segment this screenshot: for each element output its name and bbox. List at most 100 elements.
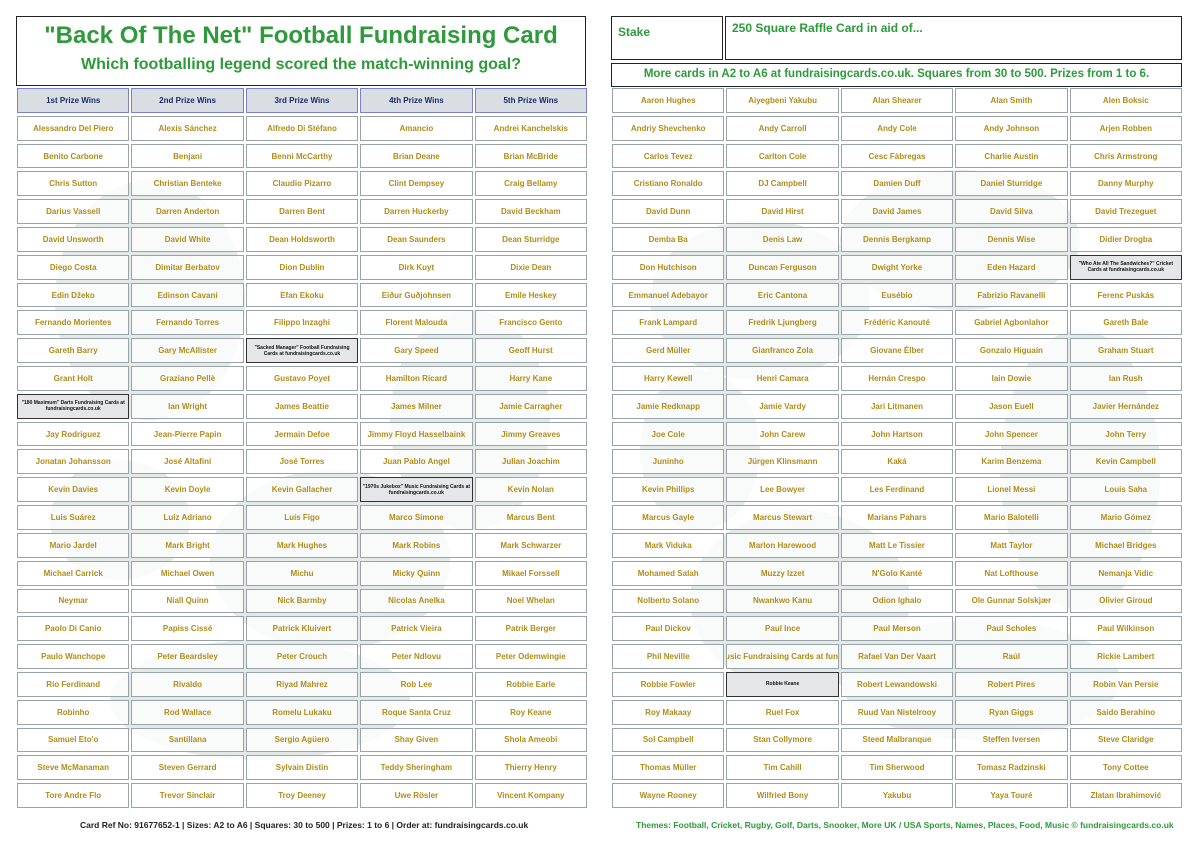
name-square[interactable]: Gary McAllister (131, 338, 244, 364)
name-square[interactable]: Vincent Kompany (474, 783, 587, 808)
name-square[interactable]: Benito Carbone (17, 143, 130, 169)
name-square[interactable]: Wilfried Bony (726, 783, 839, 808)
name-square[interactable]: Samuel Eto'o (17, 727, 130, 753)
name-square[interactable]: Jürgen Klinsmann (726, 449, 839, 475)
name-square[interactable]: Dean Holdsworth (245, 227, 359, 252)
name-square[interactable]: Javier Hernández (1069, 393, 1182, 419)
name-square[interactable]: N'Golo Kanté (840, 560, 954, 586)
name-square[interactable]: Luis Suárez (17, 505, 130, 530)
name-square[interactable]: Karim Benzema (955, 449, 1068, 475)
name-square[interactable]: James Milner (360, 393, 473, 419)
name-square[interactable]: David Beckham (474, 199, 587, 225)
name-square[interactable]: Paul Dickov (612, 616, 725, 642)
name-square[interactable]: Troy Deeney (245, 783, 359, 808)
name-square[interactable]: Niall Quinn (131, 588, 244, 614)
name-square[interactable]: Nicolas Anelka (360, 588, 473, 614)
name-square[interactable]: Eric Cantona (726, 282, 839, 308)
name-square[interactable]: Harry Kane (474, 366, 587, 391)
name-square[interactable]: Olivier Giroud (1069, 588, 1182, 614)
name-square[interactable]: Thierry Henry (474, 755, 587, 781)
name-square[interactable]: Dean Saunders (360, 227, 473, 252)
name-square[interactable]: Paul Ince (726, 616, 839, 642)
name-square[interactable]: Robinho (17, 699, 130, 725)
name-square[interactable]: Mohamed Salah (612, 560, 725, 586)
name-square[interactable]: Sergio Agüero (245, 727, 359, 753)
name-square[interactable]: Peter Ndlovu (360, 644, 473, 669)
name-square[interactable]: Efan Ekoku (245, 282, 359, 308)
name-square[interactable]: Robert Lewandowski (840, 671, 954, 697)
name-square[interactable]: Hamilton Ricard (360, 366, 473, 391)
name-square[interactable]: Chris Armstrong (1069, 143, 1182, 169)
name-square[interactable]: Mikael Forssell (474, 560, 587, 586)
name-square[interactable]: Jonatan Johansson (17, 449, 130, 475)
name-square[interactable]: Alfredo Di Stéfano (245, 115, 359, 141)
name-square[interactable]: Dirk Kuyt (360, 254, 473, 280)
name-square[interactable]: Kevin Campbell (1069, 449, 1182, 475)
name-square[interactable]: Christian Benteke (131, 171, 244, 197)
name-square[interactable]: Alexis Sánchez (131, 115, 244, 141)
name-square[interactable]: Gabriel Agbonlahor (955, 310, 1068, 336)
name-square[interactable]: Amancio (360, 115, 473, 141)
name-square[interactable]: Saido Berahino (1069, 699, 1182, 725)
name-square[interactable]: Gustavo Poyet (245, 366, 359, 391)
name-square[interactable]: Paulo Wanchope (17, 644, 130, 669)
name-square[interactable]: Louis Saha (1069, 477, 1182, 503)
name-square[interactable]: Michu (245, 560, 359, 586)
name-square[interactable]: Dennis Wise (955, 227, 1068, 252)
name-square[interactable]: Paul Merson (840, 616, 954, 642)
name-square[interactable]: Gonzalo Higuaín (955, 338, 1068, 364)
name-square[interactable]: Gareth Bale (1069, 310, 1182, 336)
name-square[interactable]: Didier Drogba (1069, 227, 1182, 252)
name-square[interactable]: Papiss Cissé (131, 616, 244, 642)
name-square[interactable]: Steed Malbranque (840, 727, 954, 753)
name-square[interactable]: David Unsworth (17, 227, 130, 252)
name-square[interactable]: Benjani (131, 143, 244, 169)
name-square[interactable]: Lionel Messi (955, 477, 1068, 503)
name-square[interactable]: Carlos Tevez (612, 143, 725, 169)
name-square[interactable]: Ryan Giggs (955, 699, 1068, 725)
name-square[interactable]: Darius Vassell (17, 199, 130, 225)
name-square[interactable]: Matt Le Tissier (840, 532, 954, 558)
name-square[interactable]: DJ Campbell (726, 171, 839, 197)
name-square[interactable]: Roy Keane (474, 699, 587, 725)
name-square[interactable]: Frank Lampard (612, 310, 725, 336)
name-square[interactable]: Gianfranco Zola (726, 338, 839, 364)
name-square[interactable]: Ian Rush (1069, 366, 1182, 391)
name-square[interactable]: Uwe Rösler (360, 783, 473, 808)
name-square[interactable]: Mark Bright (131, 532, 244, 558)
name-square[interactable]: Graziano Pellè (131, 366, 244, 391)
name-square[interactable]: Nolberto Solano (612, 588, 725, 614)
name-square[interactable]: Alessandro Del Piero (17, 115, 130, 141)
name-square[interactable]: John Spencer (955, 421, 1068, 447)
stake-box[interactable]: Stake (611, 16, 723, 60)
name-square[interactable]: Peter Beardsley (131, 644, 244, 669)
name-square[interactable]: Rivaldo (131, 671, 244, 697)
name-square[interactable]: Lee Bowyer (726, 477, 839, 503)
name-square[interactable]: Danny Murphy (1069, 171, 1182, 197)
name-square[interactable]: Emmanuel Adebayor (612, 282, 725, 308)
name-square[interactable]: Eden Hazard (955, 254, 1068, 280)
name-square[interactable]: Andriy Shevchenko (612, 115, 725, 141)
name-square[interactable]: Mario Balotelli (955, 505, 1068, 530)
name-square[interactable]: Patrick Kluivert (245, 616, 359, 642)
name-square[interactable]: Dennis Bergkamp (840, 227, 954, 252)
name-square[interactable]: Francisco Gento (474, 310, 587, 336)
name-square[interactable]: Mario Jardel (17, 532, 130, 558)
name-square[interactable]: Denis Law (726, 227, 839, 252)
name-square[interactable]: Muzzy Izzet (726, 560, 839, 586)
name-square[interactable]: Paul Scholes (955, 616, 1068, 642)
name-square[interactable]: Mark Hughes (245, 532, 359, 558)
name-square[interactable]: Rafael Van Der Vaart (840, 644, 954, 669)
name-square[interactable]: Robbie Earle (474, 671, 587, 697)
name-square[interactable]: Tore Andre Flo (17, 783, 130, 808)
name-square[interactable]: Jamie Carragher (474, 393, 587, 419)
name-square[interactable]: John Hartson (840, 421, 954, 447)
name-square[interactable]: Riyad Mahrez (245, 671, 359, 697)
name-square[interactable]: Harry Kewell (612, 366, 725, 391)
name-square[interactable]: Tim Cahill (726, 755, 839, 781)
name-square[interactable]: David Silva (955, 199, 1068, 225)
name-square[interactable]: David Dunn (612, 199, 725, 225)
name-square[interactable]: Jari Litmanen (840, 393, 954, 419)
name-square[interactable]: Nwankwo Kanu (726, 588, 839, 614)
name-square[interactable]: Demba Ba (612, 227, 725, 252)
